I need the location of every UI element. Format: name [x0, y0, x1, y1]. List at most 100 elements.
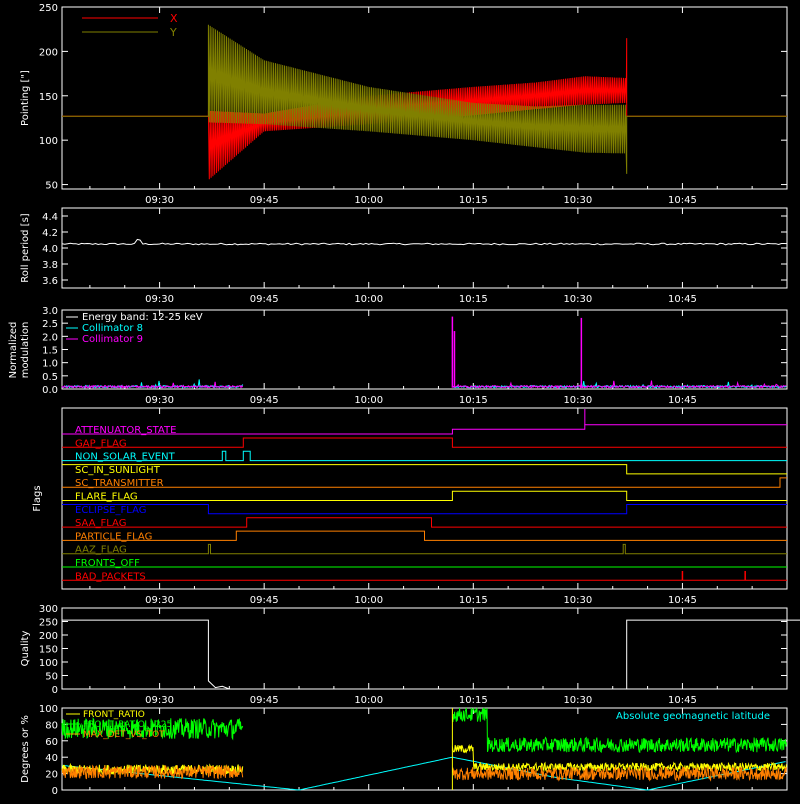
- flag-line-sc_transmitter: [62, 477, 787, 488]
- modulation-ytick-label: 1.5: [42, 346, 58, 357]
- ratios-frame: [61, 707, 788, 791]
- flag-label-sc_in_sunlight: SC_IN_SUNLIGHT: [75, 465, 161, 476]
- flag-label-fronts_off: FRONTS_OFF: [75, 558, 140, 569]
- flag-label-attenuator_state: ATTENUATOR_STATE: [75, 425, 176, 436]
- series-quality: [62, 619, 800, 690]
- flag-label-gap_flag: GAP_FLAG: [75, 438, 127, 449]
- modulation-ytick-label: 2.5: [42, 319, 58, 330]
- modulation-xtick-label: 10:45: [668, 395, 697, 406]
- flag-line-aaz_flag: [62, 543, 787, 555]
- flag-label-sc_transmitter: SC_TRANSMITTER: [75, 478, 164, 489]
- roll-ytick-label: 3.6: [42, 276, 58, 287]
- flag-line-flare_flag: [62, 490, 787, 501]
- ratios-ytick-label: 0: [52, 786, 58, 797]
- flag-label-bad_packets: BAD_PACKETS: [75, 571, 146, 582]
- quality-ytick-label: 300: [39, 604, 58, 615]
- quality-ytick-label: 0: [52, 685, 58, 696]
- roll-xtick-label: 09:30: [145, 294, 174, 305]
- quality-ytick-label: 200: [39, 631, 58, 642]
- legend-label-modulation: Energy band: 12-25 keV: [82, 312, 203, 323]
- modulation-xtick-label: 09:45: [250, 395, 279, 406]
- series-collimator-9-seg1: [452, 380, 787, 390]
- legend-label-Y: Y: [169, 26, 177, 39]
- pointing-xtick-label: 10:15: [459, 195, 488, 206]
- roll-ylabel: Roll period [s]: [20, 213, 31, 282]
- modulation-xtick-label: 09:30: [145, 395, 174, 406]
- flag-label-aaz_flag: AAZ_FLAG: [75, 545, 127, 556]
- series-Y: [62, 24, 787, 174]
- quality-xtick-label: 10:30: [563, 695, 592, 706]
- modulation-ytick-label: 3.0: [42, 306, 58, 317]
- modulation-ylabel-line2: modulation: [20, 322, 31, 379]
- quality-ytick-label: 250: [39, 618, 58, 629]
- flag-line-sc_in_sunlight: [62, 464, 787, 475]
- roll-xtick-label: 10:45: [668, 294, 697, 305]
- flags-xtick-label: 10:45: [668, 595, 697, 606]
- modulation-xtick-label: 10:30: [563, 395, 592, 406]
- legend-label-latitude: Absolute geomagnetic latitude: [616, 711, 770, 722]
- flag-line-gap_flag: [62, 437, 787, 448]
- flags-xtick-label: 10:00: [354, 595, 383, 606]
- series-roll: [61, 238, 788, 246]
- flag-line-non_solar_event: [62, 450, 787, 462]
- roll-ytick-label: 4.0: [42, 244, 58, 255]
- series-max-det-vs-tot: [451, 765, 787, 782]
- pointing-xtick-label: 09:45: [250, 195, 279, 206]
- pointing-ytick-label: 150: [39, 92, 58, 103]
- flags-frame: [61, 407, 788, 590]
- flags-xtick-label: 10:30: [563, 595, 592, 606]
- flag-line-eclipse_flag: [62, 504, 787, 515]
- series-max-det-vs-tot: [61, 763, 244, 780]
- pointing-ytick-label: 100: [39, 136, 58, 147]
- legend-label-ratios: FRONT_RATIO_1225: [83, 720, 172, 730]
- quality-xtick-label: 10:15: [459, 695, 488, 706]
- ratios-ytick-label: 60: [45, 737, 58, 748]
- quality-xtick-label: 10:45: [668, 695, 697, 706]
- flag-label-particle_flag: PARTICLE_FLAG: [75, 531, 152, 542]
- flags-xtick-label: 10:15: [459, 595, 488, 606]
- flag-line-attenuator_state: [62, 424, 787, 435]
- modulation-ylabel-line1: Normalized: [8, 322, 19, 379]
- ratios-ytick-label: 80: [45, 720, 58, 731]
- series-front-ratio-1225: [61, 717, 244, 741]
- flags-xtick-label: 09:30: [145, 595, 174, 606]
- roll-xtick-label: 10:00: [354, 294, 383, 305]
- pointing-frame: [61, 6, 788, 190]
- modulation-ytick-label: 2.0: [42, 332, 58, 343]
- legend-label-X: X: [170, 12, 178, 25]
- quality-ylabel: Quality: [20, 631, 31, 667]
- roll-ytick-label: 4.2: [42, 228, 58, 239]
- quality-xtick-label: 10:00: [354, 695, 383, 706]
- flags-ylabel: Flags: [32, 485, 43, 511]
- ratios-ylabel: Degrees or %: [20, 715, 31, 783]
- legend-label-modulation: Collimator 9: [82, 334, 143, 345]
- quality-ytick-label: 50: [45, 672, 58, 683]
- modulation-ytick-label: 0.5: [42, 372, 58, 383]
- roll-xtick-label: 10:30: [563, 294, 592, 305]
- flag-line-particle_flag: [62, 530, 787, 541]
- flag-label-saa_flag: SAA_FLAG: [75, 518, 126, 529]
- flag-line-saa_flag: [62, 517, 787, 528]
- series-collimator-9-seg0: [61, 381, 244, 389]
- modulation-ytick-label: 0.0: [42, 385, 58, 396]
- pointing-ylabel: Pointing ["]: [20, 70, 31, 126]
- ratios-ytick-label: 100: [39, 704, 58, 715]
- quality-xtick-label: 09:45: [250, 695, 279, 706]
- quality-xtick-label: 09:30: [145, 695, 174, 706]
- quality-ytick-label: 100: [39, 658, 58, 669]
- roll-frame: [61, 207, 788, 289]
- roll-ytick-label: 4.4: [42, 212, 58, 223]
- pointing-xtick-label: 09:30: [145, 195, 174, 206]
- pointing-ytick-label: 250: [39, 3, 58, 14]
- series-front-ratio-1225: [451, 707, 787, 754]
- modulation-xtick-label: 10:00: [354, 395, 383, 406]
- roll-xtick-label: 10:15: [459, 294, 488, 305]
- pointing-xtick-label: 10:45: [668, 195, 697, 206]
- roll-ytick-label: 3.8: [42, 260, 58, 271]
- flags-xtick-label: 09:45: [250, 595, 279, 606]
- legend-label-modulation: Collimator 8: [82, 323, 143, 334]
- legend-label-ratios: FRONT_RATIO: [83, 710, 145, 720]
- quality-ytick-label: 150: [39, 645, 58, 656]
